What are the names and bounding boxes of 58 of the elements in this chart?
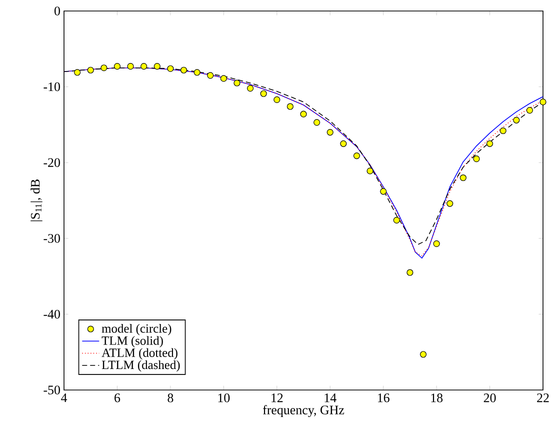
point — [473, 156, 480, 162]
point — [513, 116, 520, 124]
point — [180, 66, 188, 74]
point — [87, 66, 94, 74]
point — [127, 63, 134, 70]
x-tick-label: 18 — [431, 394, 443, 402]
point — [234, 80, 240, 86]
point — [154, 63, 160, 70]
y-tick-label: -50 — [44, 386, 60, 394]
point — [366, 168, 374, 174]
legend-label: LTLM (dashed) — [102, 360, 180, 372]
point — [460, 174, 466, 182]
x-tick-label: 22 — [537, 394, 549, 402]
point — [300, 110, 307, 118]
y-tick-label: -40 — [44, 310, 60, 319]
point — [393, 216, 400, 224]
y-tick-label: -20 — [44, 158, 60, 167]
y-tick-label: 0 — [54, 6, 60, 16]
x-tick-label: 4 — [61, 394, 68, 402]
x-tick-label: 8 — [168, 394, 174, 402]
point — [246, 85, 254, 92]
point — [220, 75, 227, 82]
point — [74, 69, 81, 76]
point — [500, 127, 506, 134]
point — [207, 72, 214, 79]
x-tick-label: 16 — [378, 394, 390, 402]
point — [100, 64, 108, 72]
point — [286, 103, 294, 110]
point — [167, 65, 174, 72]
point — [540, 98, 546, 106]
x-tick-label: 10 — [218, 394, 230, 402]
y-tick-label: -30 — [44, 234, 60, 243]
y-axis-title: |S$_{11}$|, dB — [30, 180, 42, 222]
legend-label: model (circle) — [102, 324, 172, 336]
x-tick-label: 6 — [114, 394, 120, 402]
point — [420, 351, 427, 358]
point — [433, 240, 440, 247]
point — [486, 140, 494, 147]
point — [140, 63, 148, 70]
point — [353, 152, 360, 160]
point — [314, 119, 320, 126]
point — [326, 128, 334, 136]
legend-label: ATLM (dotted) — [102, 348, 178, 360]
x-tick-label: 20 — [484, 394, 496, 402]
point — [406, 269, 414, 276]
x-axis-title: frequency, GHz — [262, 405, 344, 418]
point — [380, 188, 387, 195]
point — [114, 63, 121, 70]
x-tick-label: 12 — [272, 394, 283, 402]
point — [340, 140, 347, 147]
point — [526, 107, 533, 114]
y-tick-label: -10 — [44, 82, 60, 92]
point — [274, 96, 280, 103]
x-tick-label: 14 — [324, 394, 336, 402]
point — [194, 69, 200, 76]
point — [260, 90, 267, 97]
point — [446, 200, 454, 207]
legend-label: TLM (solid) — [102, 336, 163, 348]
